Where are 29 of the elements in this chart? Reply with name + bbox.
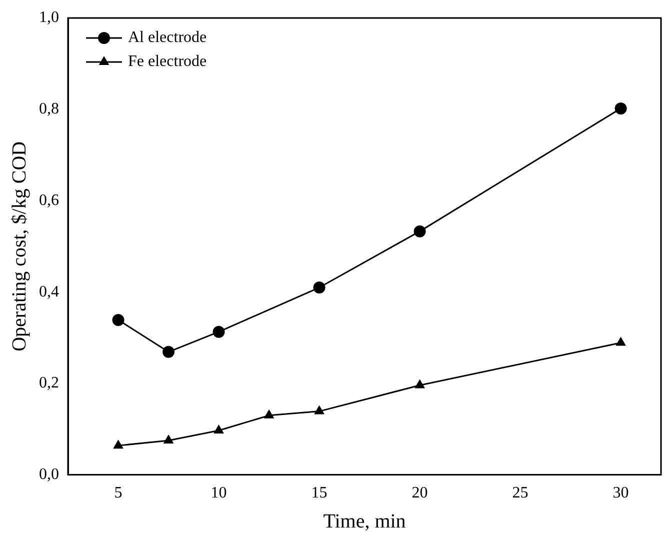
point xyxy=(162,346,175,358)
y-tick-label: 0,4 xyxy=(39,283,59,300)
point xyxy=(314,405,324,414)
x-tick-label: 15 xyxy=(311,484,328,502)
point xyxy=(163,434,174,444)
y-tick-label: 0,6 xyxy=(39,192,59,209)
y-axis-title: Operating cost, $/kg COD xyxy=(8,141,30,352)
x-tick-label: 30 xyxy=(612,484,629,502)
legend-label: Fe electrode xyxy=(128,53,207,70)
point xyxy=(414,379,425,388)
point xyxy=(414,225,426,238)
y-tick-label: 0,0 xyxy=(39,466,59,484)
point xyxy=(214,424,224,434)
y-tick-label: 1,0 xyxy=(39,9,59,26)
x-tick-label: 5 xyxy=(114,484,122,502)
point xyxy=(212,326,225,338)
point xyxy=(313,282,326,294)
point xyxy=(112,314,124,326)
x-axis-title: Time, min xyxy=(323,510,406,532)
x-tick-label: 25 xyxy=(512,484,528,502)
point xyxy=(616,336,626,346)
y-tick-label: 0,8 xyxy=(39,100,59,118)
point xyxy=(264,409,274,418)
x-tick-label: 20 xyxy=(412,484,428,502)
point xyxy=(113,440,124,449)
y-tick-label: 0,2 xyxy=(39,374,59,392)
x-tick-label: 10 xyxy=(210,484,227,502)
point xyxy=(614,102,627,114)
legend-label: Al electrode xyxy=(128,29,207,46)
